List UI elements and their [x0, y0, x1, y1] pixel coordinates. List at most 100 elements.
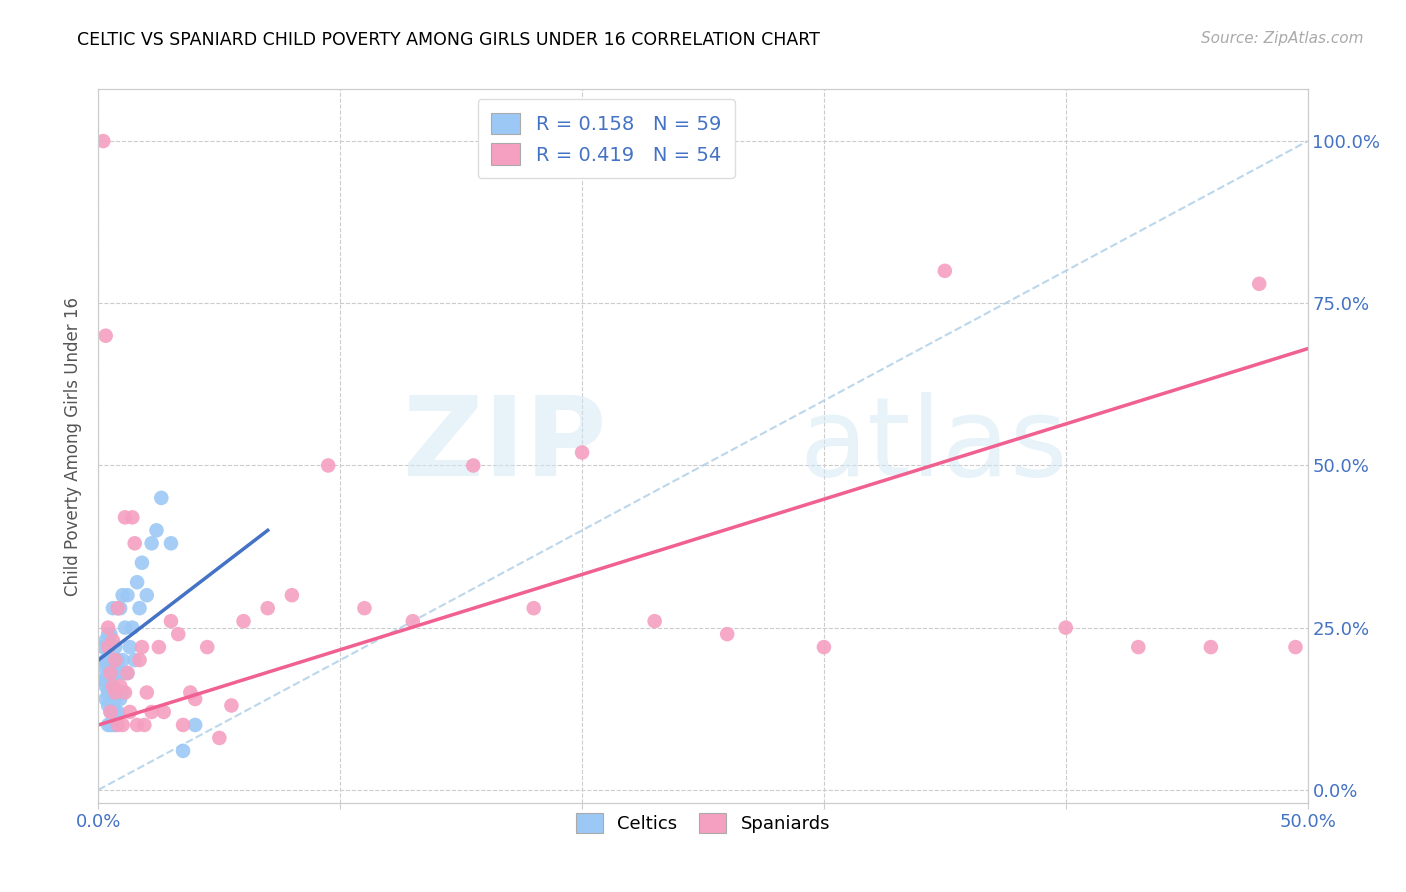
Point	[97, 673, 120, 687]
Point	[1284, 640, 1306, 654]
Point	[150, 491, 173, 505]
Point	[107, 653, 129, 667]
Point	[100, 666, 122, 681]
Point	[172, 718, 194, 732]
Point	[97, 659, 120, 673]
Point	[1128, 640, 1150, 654]
Point	[121, 621, 143, 635]
Point	[256, 601, 278, 615]
Point	[100, 653, 122, 667]
Point	[114, 510, 136, 524]
Point	[172, 744, 194, 758]
Point	[104, 718, 127, 732]
Point	[108, 601, 131, 615]
Point	[107, 601, 129, 615]
Point	[107, 685, 129, 699]
Point	[111, 685, 134, 699]
Point	[101, 666, 124, 681]
Text: atlas: atlas	[800, 392, 1069, 500]
Point	[281, 588, 304, 602]
Point	[101, 692, 124, 706]
Point	[97, 698, 120, 713]
Point	[141, 536, 163, 550]
Point	[195, 640, 218, 654]
Point	[813, 640, 835, 654]
Point	[104, 685, 127, 699]
Point	[97, 621, 120, 635]
Point	[97, 627, 120, 641]
Point	[101, 633, 124, 648]
Point	[101, 679, 124, 693]
Point	[117, 588, 139, 602]
Point	[179, 685, 201, 699]
Point	[145, 524, 167, 538]
Point	[117, 666, 139, 681]
Point	[107, 718, 129, 732]
Point	[94, 633, 117, 648]
Point	[232, 614, 254, 628]
Point	[100, 627, 122, 641]
Point	[108, 666, 131, 681]
Point	[100, 692, 122, 706]
Point	[934, 264, 956, 278]
Point	[1199, 640, 1222, 654]
Point	[111, 588, 134, 602]
Point	[1249, 277, 1271, 291]
Point	[100, 679, 122, 693]
Point	[127, 718, 149, 732]
Point	[97, 718, 120, 732]
Point	[131, 556, 153, 570]
Legend: Celtics, Spaniards: Celtics, Spaniards	[568, 805, 838, 840]
Point	[101, 679, 124, 693]
Point	[111, 653, 134, 667]
Point	[135, 588, 157, 602]
Point	[100, 718, 122, 732]
Point	[104, 666, 127, 681]
Point	[114, 666, 136, 681]
Point	[118, 640, 141, 654]
Point	[107, 705, 129, 719]
Point	[108, 679, 131, 693]
Point	[167, 627, 190, 641]
Point	[100, 705, 122, 719]
Point	[160, 614, 183, 628]
Point	[94, 653, 117, 667]
Point	[100, 666, 122, 681]
Point	[316, 458, 339, 473]
Point	[97, 640, 120, 654]
Point	[104, 653, 127, 667]
Point	[353, 601, 375, 615]
Point	[208, 731, 231, 745]
Point	[221, 698, 243, 713]
Point	[148, 640, 170, 654]
Point	[128, 601, 150, 615]
Point	[160, 536, 183, 550]
Point	[111, 718, 134, 732]
Text: ZIP: ZIP	[404, 392, 606, 500]
Point	[94, 328, 117, 343]
Point	[124, 536, 146, 550]
Point	[114, 685, 136, 699]
Point	[463, 458, 485, 473]
Text: Source: ZipAtlas.com: Source: ZipAtlas.com	[1201, 31, 1364, 46]
Point	[101, 601, 124, 615]
Point	[571, 445, 593, 459]
Point	[101, 718, 124, 732]
Point	[91, 659, 114, 673]
Point	[91, 134, 114, 148]
Point	[104, 692, 127, 706]
Point	[644, 614, 666, 628]
Point	[184, 692, 207, 706]
Point	[523, 601, 546, 615]
Point	[114, 621, 136, 635]
Point	[91, 673, 114, 687]
Point	[131, 640, 153, 654]
Point	[117, 666, 139, 681]
Point	[152, 705, 174, 719]
Point	[124, 653, 146, 667]
Point	[107, 601, 129, 615]
Y-axis label: Child Poverty Among Girls Under 16: Child Poverty Among Girls Under 16	[65, 296, 83, 596]
Point	[128, 653, 150, 667]
Point	[127, 575, 149, 590]
Text: CELTIC VS SPANIARD CHILD POVERTY AMONG GIRLS UNDER 16 CORRELATION CHART: CELTIC VS SPANIARD CHILD POVERTY AMONG G…	[77, 31, 820, 49]
